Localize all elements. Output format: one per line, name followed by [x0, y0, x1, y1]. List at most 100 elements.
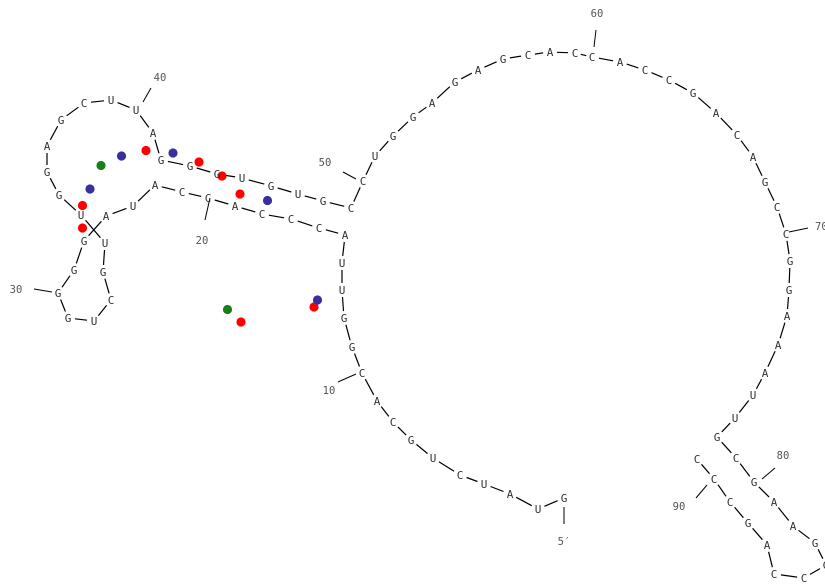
position-label-n20: 20	[196, 235, 209, 247]
nucleotide: C	[179, 186, 186, 199]
base-pair-dot-au	[168, 148, 177, 157]
nucleotide: C	[774, 201, 781, 214]
backbone-segment	[721, 118, 732, 130]
nucleotide: U	[535, 503, 542, 516]
nucleotide: A	[232, 200, 239, 213]
base-pair-dot-gc	[78, 223, 87, 232]
backbone-segment	[698, 98, 710, 109]
nucleotide: U	[372, 150, 379, 163]
nucleotide: C	[801, 572, 808, 584]
label-tick	[789, 228, 808, 232]
base-pair-dot-gc	[194, 157, 203, 166]
nucleotide: G	[812, 537, 819, 550]
nucleotide: G	[81, 235, 88, 248]
backbone-segment	[627, 64, 639, 68]
backbone-segment	[778, 508, 788, 521]
backbone-segment	[155, 140, 159, 154]
nucleotide: G	[320, 195, 327, 208]
label-tick	[696, 485, 707, 498]
position-ticks	[34, 30, 808, 524]
base-pair-dot-au	[313, 295, 322, 304]
nucleotide: C	[642, 64, 649, 77]
backbone-segment	[810, 569, 820, 575]
label-tick	[338, 374, 356, 382]
backbone-segment	[722, 442, 732, 453]
nucleotide: G	[55, 287, 62, 300]
nucleotide: A	[547, 46, 554, 59]
backbone-segment	[326, 230, 338, 233]
backbone-segment	[740, 464, 750, 477]
nucleotide: A	[784, 310, 791, 323]
backbone-segment	[298, 221, 313, 226]
backbone-segment	[652, 73, 663, 78]
backbone-segment	[91, 101, 104, 102]
backbone-segment	[581, 54, 587, 55]
position-label-n40: 40	[154, 72, 167, 84]
nucleotide: U	[102, 237, 109, 250]
backbone-segment	[138, 190, 150, 201]
backbone-segment	[718, 485, 726, 497]
backbone-segment	[544, 501, 557, 507]
position-labels: 5′ 10 20 30 40 50 60 70 80 90	[10, 8, 825, 548]
backbone-segment	[781, 575, 797, 577]
nucleotide: U	[732, 412, 739, 425]
nucleotide: A	[617, 56, 624, 69]
nucleotide: G	[408, 434, 415, 447]
nucleotide: G	[561, 492, 568, 505]
nucleotide: G	[65, 312, 72, 325]
base-pair-dot-au	[85, 184, 94, 193]
backbone-segment	[75, 319, 87, 320]
nucleotide: U	[78, 209, 85, 222]
base-pair-dot-gc	[141, 146, 150, 155]
backbone-segment	[675, 83, 687, 89]
nucleotide: C	[457, 469, 464, 482]
backbone-segment	[50, 178, 56, 189]
backbone-segment	[76, 248, 81, 264]
nucleotide: C	[783, 228, 790, 241]
backbone-segment	[461, 73, 472, 79]
backbone-segment	[50, 126, 57, 140]
nucleotide: U	[481, 478, 488, 491]
nucleotide: U	[295, 188, 302, 201]
backbone-segment	[799, 530, 810, 538]
nucleotide: C	[259, 208, 266, 221]
nucleotide: G	[214, 168, 221, 181]
nucleotide: A	[790, 520, 797, 533]
nucleotide: A	[771, 496, 778, 509]
backbone-segment	[242, 208, 256, 212]
backbone-segment	[768, 188, 774, 200]
nucleotide: U	[339, 284, 346, 297]
nucleotide: A	[152, 179, 159, 192]
backbone-segment	[398, 122, 408, 131]
position-label-n10: 10	[323, 385, 336, 397]
backbone-segment	[365, 379, 373, 395]
base-pair-dot-gc	[236, 317, 245, 326]
backbone-segment	[355, 354, 360, 367]
position-label-n50: 50	[319, 157, 332, 169]
backbone-segment	[416, 444, 427, 453]
backbone-segment	[753, 528, 763, 539]
backbone-segment	[484, 62, 496, 67]
backbone-segment	[768, 351, 775, 366]
nucleotide: G	[71, 264, 78, 277]
backbone-segment	[343, 297, 344, 311]
backbone-segment	[516, 497, 532, 505]
backbone-segment	[269, 215, 284, 218]
nucleotide: G	[58, 114, 65, 127]
nucleotide: C	[81, 97, 88, 110]
backbone-segment	[67, 107, 79, 116]
nucleotide: G	[786, 284, 793, 297]
backbone-segment	[398, 427, 406, 435]
backbone-segment	[86, 220, 101, 237]
nucleotide: U	[130, 200, 137, 213]
position-label-n80: 80	[777, 450, 790, 462]
nucleotide: C	[316, 222, 323, 235]
backbone-segment	[769, 552, 773, 567]
nucleotide: U	[91, 315, 98, 328]
backbone-lines	[47, 52, 823, 577]
backbone-segment	[741, 141, 749, 152]
label-tick	[762, 468, 775, 479]
nucleotide: C	[205, 192, 212, 205]
